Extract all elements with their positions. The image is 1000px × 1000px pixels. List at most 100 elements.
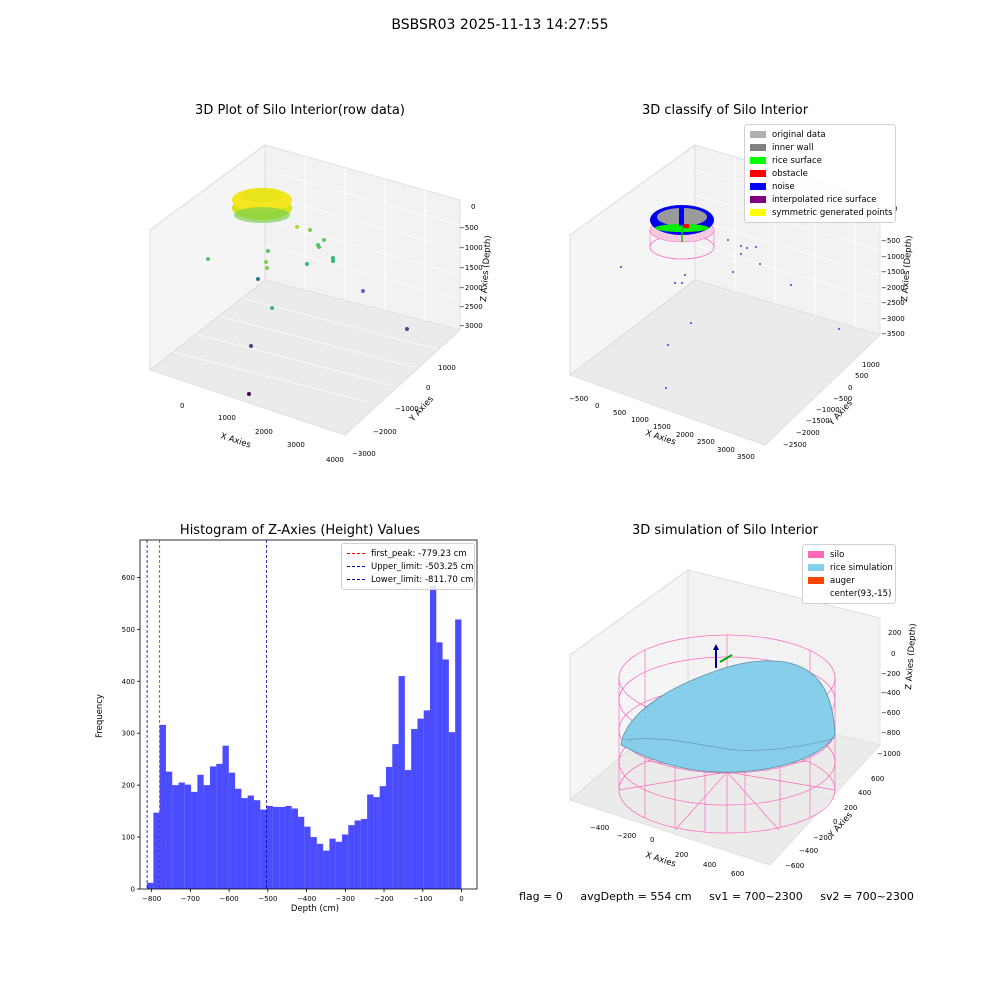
legend-label: symmetric generated points bbox=[772, 207, 893, 218]
z-tick-label: −3000 bbox=[459, 322, 483, 330]
x-tick-label: −800 bbox=[142, 895, 161, 903]
y-tick-label: 200 bbox=[122, 782, 135, 790]
z-tick-label: −3500 bbox=[881, 330, 905, 338]
legend-label: Upper_limit: -503.25 cm bbox=[371, 561, 474, 572]
y-tick-label: −3000 bbox=[352, 450, 376, 458]
legend-item: Upper_limit: -503.25 cm bbox=[347, 560, 474, 573]
histogram-bar bbox=[411, 729, 418, 889]
z-tick-label: −800 bbox=[881, 729, 900, 737]
legend-label: Lower_limit: -811.70 cm bbox=[371, 574, 474, 585]
histogram-bar bbox=[373, 797, 380, 889]
classify-x-label: X Axies bbox=[644, 428, 677, 447]
legend-item: first_peak: -779.23 cm bbox=[347, 547, 469, 560]
x-tick-label: 1500 bbox=[653, 423, 671, 431]
y-tick-label: 500 bbox=[855, 372, 868, 380]
x-tick-label: 0 bbox=[459, 895, 463, 903]
legend-swatch bbox=[808, 577, 824, 584]
y-tick-label: 0 bbox=[833, 818, 837, 826]
auger bbox=[713, 644, 733, 668]
y-ticks: 0 100 200 300 400 500 600 bbox=[122, 574, 140, 894]
y-tick-label: 500 bbox=[122, 626, 135, 634]
histogram-bar bbox=[197, 774, 204, 889]
figure-title: BSBSR03 2025-11-13 14:27:55 bbox=[391, 17, 609, 33]
y-tick-label: −500 bbox=[833, 395, 852, 403]
x-tick-label: 4000 bbox=[326, 456, 344, 464]
histogram-bars bbox=[147, 585, 462, 889]
rice-surface bbox=[620, 660, 836, 773]
y-tick-label: 400 bbox=[858, 789, 871, 797]
histogram-bar bbox=[203, 785, 210, 889]
histogram-bar bbox=[247, 795, 254, 889]
classified-points bbox=[620, 205, 840, 389]
x-axis-label: Depth (cm) bbox=[291, 904, 339, 914]
z-tick-label: −2000 bbox=[881, 284, 905, 292]
raw-x-label: X Axies bbox=[219, 431, 252, 450]
y-tick-label: 100 bbox=[122, 834, 135, 842]
simulation-z-ticks: 200 0 −200 −400 −600 −800 −1000 bbox=[877, 629, 901, 758]
legend-item: auger bbox=[808, 574, 890, 587]
x-tick-label: 200 bbox=[675, 851, 688, 859]
legend-label: original data bbox=[772, 129, 826, 140]
legend-item: inner wall bbox=[750, 141, 890, 154]
x-tick-label: 2500 bbox=[697, 438, 715, 446]
y-tick-label: 300 bbox=[122, 730, 135, 738]
histogram-bar bbox=[228, 772, 236, 889]
histogram-bar bbox=[316, 843, 324, 889]
x-tick-label: −500 bbox=[569, 395, 588, 403]
classify-z-label: Z Axies (Depth) bbox=[900, 235, 915, 302]
legend-item: interpolated rice surface bbox=[750, 193, 890, 206]
histogram-bar bbox=[455, 619, 462, 889]
legend-label: obstacle bbox=[772, 168, 808, 179]
x-tick-label: 600 bbox=[731, 870, 744, 878]
legend-swatch bbox=[808, 564, 824, 571]
legend-swatch bbox=[808, 590, 824, 597]
x-tick-label: 1000 bbox=[631, 416, 649, 424]
legend-swatch bbox=[750, 209, 766, 216]
histogram-bar bbox=[159, 724, 166, 889]
y-tick-label: 0 bbox=[426, 384, 430, 392]
histogram-bar bbox=[253, 800, 261, 889]
histogram-bar bbox=[354, 820, 361, 889]
z-tick-label: −200 bbox=[881, 670, 900, 678]
y-tick-label: −1500 bbox=[806, 417, 830, 425]
y-tick-label: −1000 bbox=[816, 406, 840, 414]
legend-swatch bbox=[750, 144, 766, 151]
z-tick-label: −1000 bbox=[459, 244, 483, 252]
legend-swatch bbox=[750, 131, 766, 138]
z-tick-label: −600 bbox=[881, 709, 900, 717]
histogram-bar bbox=[235, 788, 242, 889]
x-tick-label: 1000 bbox=[218, 414, 236, 422]
flag-value: flag = 0 bbox=[519, 890, 563, 903]
y-tick-label: 1000 bbox=[862, 361, 880, 369]
x-tick-label: 0 bbox=[180, 402, 184, 410]
z-tick-label: 0 bbox=[891, 650, 895, 658]
y-tick-label: −2000 bbox=[796, 429, 820, 437]
x-tick-label: 500 bbox=[613, 409, 626, 417]
legend-label: inner wall bbox=[772, 142, 814, 153]
simulation-3d-plot: −400 −200 0 200 400 600 X Axies 600 400 … bbox=[568, 569, 919, 878]
histogram-bar bbox=[329, 838, 336, 889]
histogram-bar bbox=[429, 585, 437, 889]
histogram-bar bbox=[385, 766, 393, 889]
histogram-bar bbox=[279, 806, 286, 889]
z-tick-label: −3000 bbox=[881, 315, 905, 323]
legend-item: obstacle bbox=[750, 167, 890, 180]
legend-item: rice simulation bbox=[808, 561, 893, 574]
z-tick-label: −500 bbox=[881, 237, 900, 245]
y-tick-label: −400 bbox=[799, 847, 818, 855]
legend-label: auger bbox=[830, 575, 855, 586]
histogram-bar bbox=[442, 659, 449, 889]
y-tick-label: −200 bbox=[813, 834, 832, 842]
histogram-bar bbox=[272, 806, 280, 889]
simulation-panel-title: 3D simulation of Silo Interior bbox=[632, 523, 818, 538]
histogram-bar bbox=[304, 826, 311, 889]
raw-y-ticks: 1000 0 −1000 −2000 −3000 bbox=[352, 364, 456, 458]
classify-y-ticks: 1000 500 0 −500 −1000 −1500 −2000 −2500 bbox=[783, 361, 880, 449]
reference-lines bbox=[146, 540, 267, 889]
histogram-bar bbox=[209, 766, 217, 889]
histogram-bar bbox=[341, 834, 349, 889]
x-ticks: −800 −700 −600 −500 −400 −300 −200 −100 0 bbox=[142, 889, 464, 903]
histogram-bar bbox=[360, 818, 368, 889]
x-tick-label: 3000 bbox=[287, 441, 305, 449]
plot-frame bbox=[139, 539, 478, 890]
